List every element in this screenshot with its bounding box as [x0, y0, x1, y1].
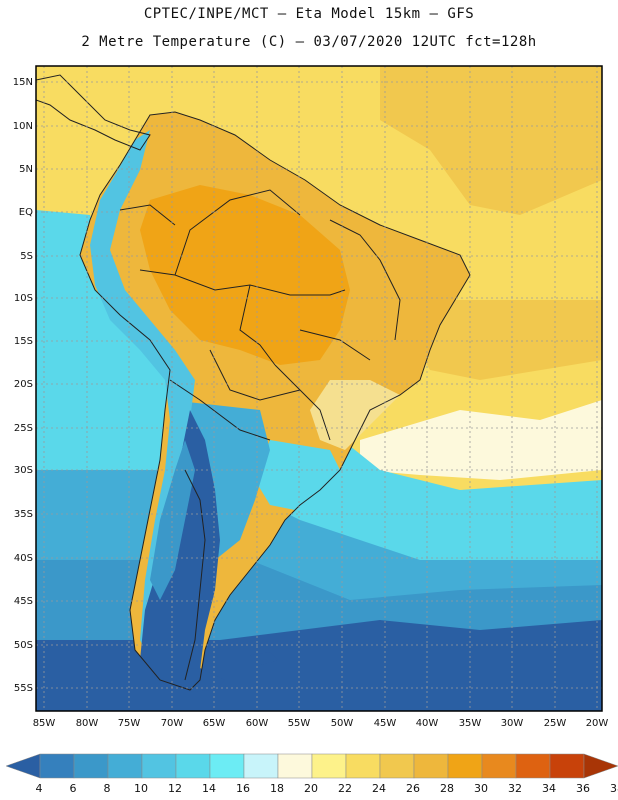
lon-label: 55W: [288, 718, 311, 729]
map-frame: [35, 65, 603, 712]
colorbar-swatch: [73, 753, 109, 779]
lon-label: 40W: [416, 718, 439, 729]
colorbar-swatch: [209, 753, 245, 779]
colorbar-tick-label: 14: [202, 782, 216, 795]
colorbar-swatch: [515, 753, 551, 779]
graticule: [36, 66, 602, 711]
lat-label: 20S: [14, 379, 33, 390]
colorbar-tick-label: 16: [236, 782, 250, 795]
uruguay-cool-area: [255, 440, 340, 510]
lat-label: 55S: [14, 683, 33, 694]
southeast-brazil-mild: [310, 380, 400, 450]
colorbar-tick-label: 28: [440, 782, 454, 795]
central-america-land: [36, 75, 150, 150]
lat-label: EQ: [19, 207, 33, 218]
lon-label: 65W: [203, 718, 226, 729]
colorbar-swatch: [447, 753, 483, 779]
title-line-1: CPTEC/INPE/MCT – Eta Model 15km – GFS: [143, 6, 475, 22]
lon-label: 30W: [501, 718, 524, 729]
colorbar-swatch: [481, 753, 517, 779]
lat-label: 10N: [13, 121, 33, 132]
colorbar-max-arrow: [583, 753, 618, 779]
country-borders: [36, 74, 471, 691]
colorbar-swatch: [379, 753, 415, 779]
colorbar-swatch: [107, 753, 143, 779]
colorbar-tick-label: 38: [610, 782, 618, 795]
colorbar: 4 6 8 10 12 14 16 18 20 22 24 26 28 30 32 34 36 38: [5, 753, 618, 795]
colorbar-tick-label: 34: [542, 782, 556, 795]
colorbar-tick-label: 12: [168, 782, 182, 795]
lat-label: 50S: [14, 640, 33, 651]
colorbar-tick-label: 8: [104, 782, 111, 795]
lat-label: 15S: [14, 336, 33, 347]
colorbar-tick-label: 24: [372, 782, 386, 795]
colorbar-tick-label: 20: [304, 782, 318, 795]
colorbar-tick-label: 22: [338, 782, 352, 795]
colorbar-tick-label: 30: [474, 782, 488, 795]
colorbar-tick-label: 6: [70, 782, 77, 795]
tierra-del-fuego: [170, 668, 225, 692]
title-line-2: 2 Metre Temperature (C) – 03/07/2020 12U…: [81, 34, 537, 50]
lon-label: 85W: [33, 718, 56, 729]
colorbar-tick-label: 36: [576, 782, 590, 795]
colorbar-tick-label: 4: [36, 782, 43, 795]
lat-label: 25S: [14, 423, 33, 434]
lat-label: 40S: [14, 553, 33, 564]
colorbar-tick-label: 10: [134, 782, 148, 795]
colorbar-swatch: [141, 753, 177, 779]
lat-label: 35S: [14, 509, 33, 520]
ocean-hot-band: [380, 66, 602, 215]
colorbar-tick-label: 18: [270, 782, 284, 795]
colorbar-tick-label: 26: [406, 782, 420, 795]
lat-label: 10S: [14, 293, 33, 304]
colorbar-tick-label: 32: [508, 782, 522, 795]
patagonia-cold-inner: [150, 440, 195, 600]
colorbar-swatch: [311, 753, 347, 779]
lon-label: 45W: [374, 718, 397, 729]
longitude-axis: 85W 80W 75W 70W 65W 60W 55W 50W 45W 40W …: [33, 718, 609, 729]
lat-label: 5N: [19, 164, 33, 175]
lon-label: 80W: [76, 718, 99, 729]
lon-label: 20W: [586, 718, 609, 729]
malvinas-islands: [250, 652, 278, 665]
latitude-axis: 15N 10N 5N EQ 5S 10S 15S 20S 25S 30S 35S…: [13, 77, 33, 694]
colorbar-swatch: [277, 753, 313, 779]
lon-label: 50W: [331, 718, 354, 729]
colorbar-swatch: [345, 753, 381, 779]
amazon-hot-area: [140, 185, 350, 365]
patagonia-cold-area: [140, 410, 220, 690]
ocean-mild-band: [360, 400, 602, 480]
lat-label: 30S: [14, 465, 33, 476]
lat-label: 15N: [13, 77, 33, 88]
colorbar-min-arrow: [5, 753, 41, 779]
lon-label: 70W: [161, 718, 184, 729]
lon-label: 25W: [544, 718, 567, 729]
lat-label: 45S: [14, 596, 33, 607]
colorbar-swatch: [39, 753, 75, 779]
colorbar-swatch: [413, 753, 449, 779]
lon-label: 60W: [246, 718, 269, 729]
lon-label: 75W: [118, 718, 141, 729]
colorbar-swatch: [175, 753, 211, 779]
map-field: [36, 66, 602, 711]
lat-label: 5S: [20, 251, 33, 262]
colorbar-swatch: [549, 753, 585, 779]
colorbar-swatch: [243, 753, 279, 779]
lon-label: 35W: [459, 718, 482, 729]
